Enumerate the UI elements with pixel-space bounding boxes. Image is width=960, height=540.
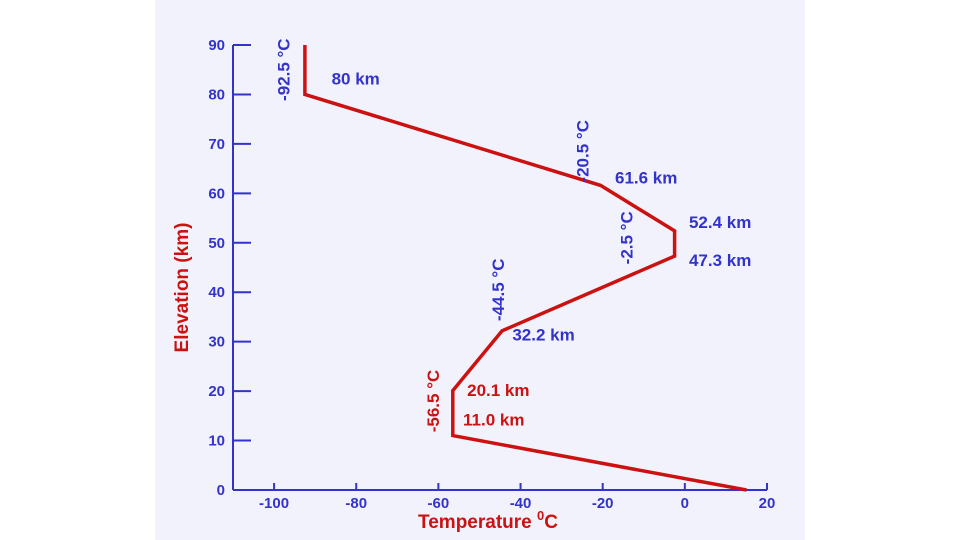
annotation-label: 61.6 km — [615, 168, 677, 187]
y-axis-title: Elevation (km) — [172, 223, 193, 353]
x-tick-label: 0 — [681, 495, 689, 512]
x-tick-label: 20 — [759, 495, 776, 512]
annotation-label: 20.1 km — [467, 381, 529, 400]
x-tick-label: -20 — [592, 495, 614, 512]
annotation-label: 32.2 km — [512, 326, 574, 345]
y-tick-label: 80 — [208, 86, 225, 103]
y-tick-label: 50 — [208, 235, 225, 252]
y-tick-label: 60 — [208, 185, 225, 202]
y-tick-label: 0 — [217, 482, 225, 499]
x-tick-label: -80 — [345, 495, 367, 512]
x-axis-title-main: Temperature — [418, 512, 537, 533]
ticks: 0 10 20 30 40 50 60 70 80 90 -100 -80 -60 -40 -20 0 20 — [208, 37, 775, 512]
annotation-label: 11.0 km — [463, 411, 524, 430]
annotations: 80 km 61.6 km 52.4 km 47.3 km 32.2 km 20.1 km… — [275, 38, 752, 432]
y-tick-label: 30 — [208, 334, 225, 351]
x-tick-label: -60 — [428, 495, 450, 512]
y-tick-label: 70 — [208, 136, 225, 153]
x-tick-label: -100 — [259, 495, 289, 512]
annotation-label: -20.5 °C — [573, 120, 592, 183]
x-axis-title: Temperature 0C — [418, 508, 558, 533]
annotation-label: -92.5 °C — [275, 38, 294, 101]
axes — [232, 45, 767, 491]
annotation-label: -44.5 °C — [489, 259, 508, 322]
temperature-elevation-chart: 0 10 20 30 40 50 60 70 80 90 -100 -80 -60 -40 -20 0 20 8… — [172, 37, 775, 533]
y-tick-label: 20 — [208, 383, 225, 400]
x-axis-title-unit: C — [544, 512, 558, 533]
x-tick-label: -40 — [510, 495, 532, 512]
chart-panel: 0 10 20 30 40 50 60 70 80 90 -100 -80 -60 -40 -20 0 20 8… — [155, 0, 805, 540]
y-tick-label: 90 — [208, 37, 225, 54]
y-tick-label: 10 — [208, 433, 225, 450]
y-tick-label: 40 — [208, 284, 225, 301]
annotation-label: 47.3 km — [689, 251, 751, 270]
annotation-label: -56.5 °C — [424, 370, 443, 433]
annotation-label: 80 km — [332, 70, 380, 89]
annotation-label: -2.5 °C — [617, 211, 636, 264]
annotation-label: 52.4 km — [689, 213, 751, 232]
series — [303, 44, 747, 492]
temperature-profile-line — [303, 45, 747, 492]
x-axis-title-sup: 0 — [537, 508, 544, 523]
